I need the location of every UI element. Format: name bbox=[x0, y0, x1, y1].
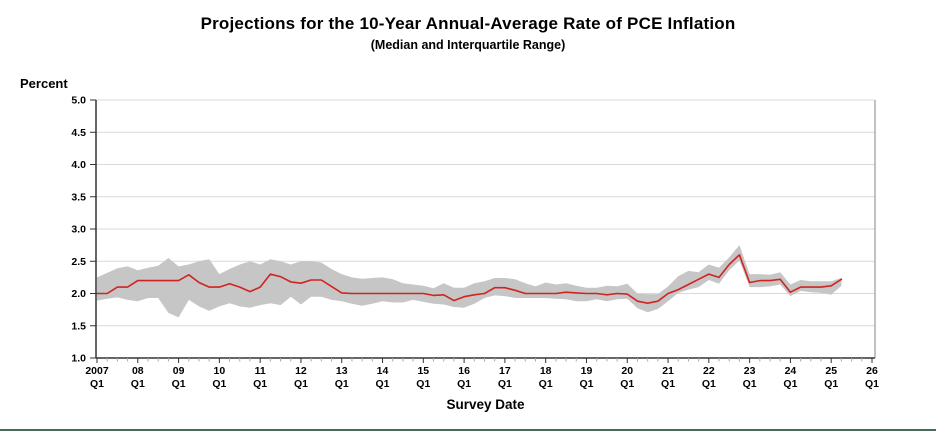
x-axis-title: Survey Date bbox=[446, 397, 525, 412]
x-tick-quarter-label: Q1 bbox=[172, 378, 186, 390]
y-tick-label: 2.5 bbox=[71, 256, 86, 268]
x-tick-quarter-label: Q1 bbox=[743, 378, 757, 390]
x-tick-year-label: 08 bbox=[132, 365, 144, 377]
x-tick-quarter-label: Q1 bbox=[620, 378, 634, 390]
x-tick-quarter-label: Q1 bbox=[335, 378, 349, 390]
x-tick-quarter-label: Q1 bbox=[661, 378, 675, 390]
x-tick-quarter-label: Q1 bbox=[498, 378, 512, 390]
y-tick-label: 4.0 bbox=[71, 159, 86, 171]
x-tick-year-label: 11 bbox=[255, 365, 266, 377]
x-tick-year-label: 26 bbox=[866, 365, 878, 377]
interquartile-band bbox=[97, 245, 842, 318]
x-tick-year-label: 17 bbox=[499, 365, 511, 377]
x-tick-quarter-label: Q1 bbox=[579, 378, 593, 390]
y-tick-label: 2.0 bbox=[71, 288, 86, 300]
x-tick-quarter-label: Q1 bbox=[824, 378, 838, 390]
x-tick-quarter-label: Q1 bbox=[90, 378, 104, 390]
x-tick-quarter-label: Q1 bbox=[212, 378, 226, 390]
x-tick-year-label: 14 bbox=[377, 365, 389, 377]
x-tick-year-label: 18 bbox=[540, 365, 552, 377]
y-tick-label: 3.5 bbox=[71, 191, 86, 203]
chart-title: Projections for the 10-Year Annual-Avera… bbox=[200, 14, 736, 33]
x-tick-quarter-label: Q1 bbox=[376, 378, 390, 390]
tick-labels: 1.01.52.02.53.03.54.04.55.02007Q108Q109Q… bbox=[71, 95, 879, 391]
x-tick-year-label: 20 bbox=[621, 365, 633, 377]
x-tick-year-label: 21 bbox=[662, 365, 674, 377]
x-tick-quarter-label: Q1 bbox=[416, 378, 430, 390]
x-tick-year-label: 15 bbox=[417, 365, 429, 377]
x-tick-quarter-label: Q1 bbox=[457, 378, 471, 390]
y-axis-unit-label: Percent bbox=[20, 76, 68, 91]
y-tick-label: 5.0 bbox=[71, 95, 86, 107]
x-tick-quarter-label: Q1 bbox=[253, 378, 267, 390]
x-tick-quarter-label: Q1 bbox=[865, 378, 879, 390]
x-tick-quarter-label: Q1 bbox=[294, 378, 308, 390]
x-tick-quarter-label: Q1 bbox=[131, 378, 145, 390]
x-tick-year-label: 25 bbox=[825, 365, 837, 377]
x-tick-year-label: 22 bbox=[703, 365, 715, 377]
y-tick-label: 1.5 bbox=[71, 320, 86, 332]
x-tick-year-label: 12 bbox=[295, 365, 307, 377]
x-tick-year-label: 09 bbox=[173, 365, 185, 377]
chart-subtitle: (Median and Interquartile Range) bbox=[370, 38, 566, 52]
y-tick-label: 4.5 bbox=[71, 127, 86, 139]
x-tick-year-label: 2007 bbox=[85, 365, 109, 377]
x-tick-quarter-label: Q1 bbox=[539, 378, 553, 390]
footer-rule bbox=[0, 429, 936, 431]
y-tick-label: 3.0 bbox=[71, 224, 86, 236]
x-tick-year-label: 10 bbox=[214, 365, 226, 377]
x-tick-year-label: 13 bbox=[336, 365, 348, 377]
y-tick-label: 1.0 bbox=[71, 353, 86, 365]
x-tick-quarter-label: Q1 bbox=[702, 378, 716, 390]
x-tick-year-label: 19 bbox=[581, 365, 593, 377]
x-tick-year-label: 16 bbox=[458, 365, 470, 377]
x-tick-year-label: 23 bbox=[744, 365, 756, 377]
x-tick-year-label: 24 bbox=[785, 365, 797, 377]
tick-marks bbox=[90, 99, 873, 363]
median-line bbox=[96, 254, 843, 305]
x-tick-quarter-label: Q1 bbox=[783, 378, 797, 390]
